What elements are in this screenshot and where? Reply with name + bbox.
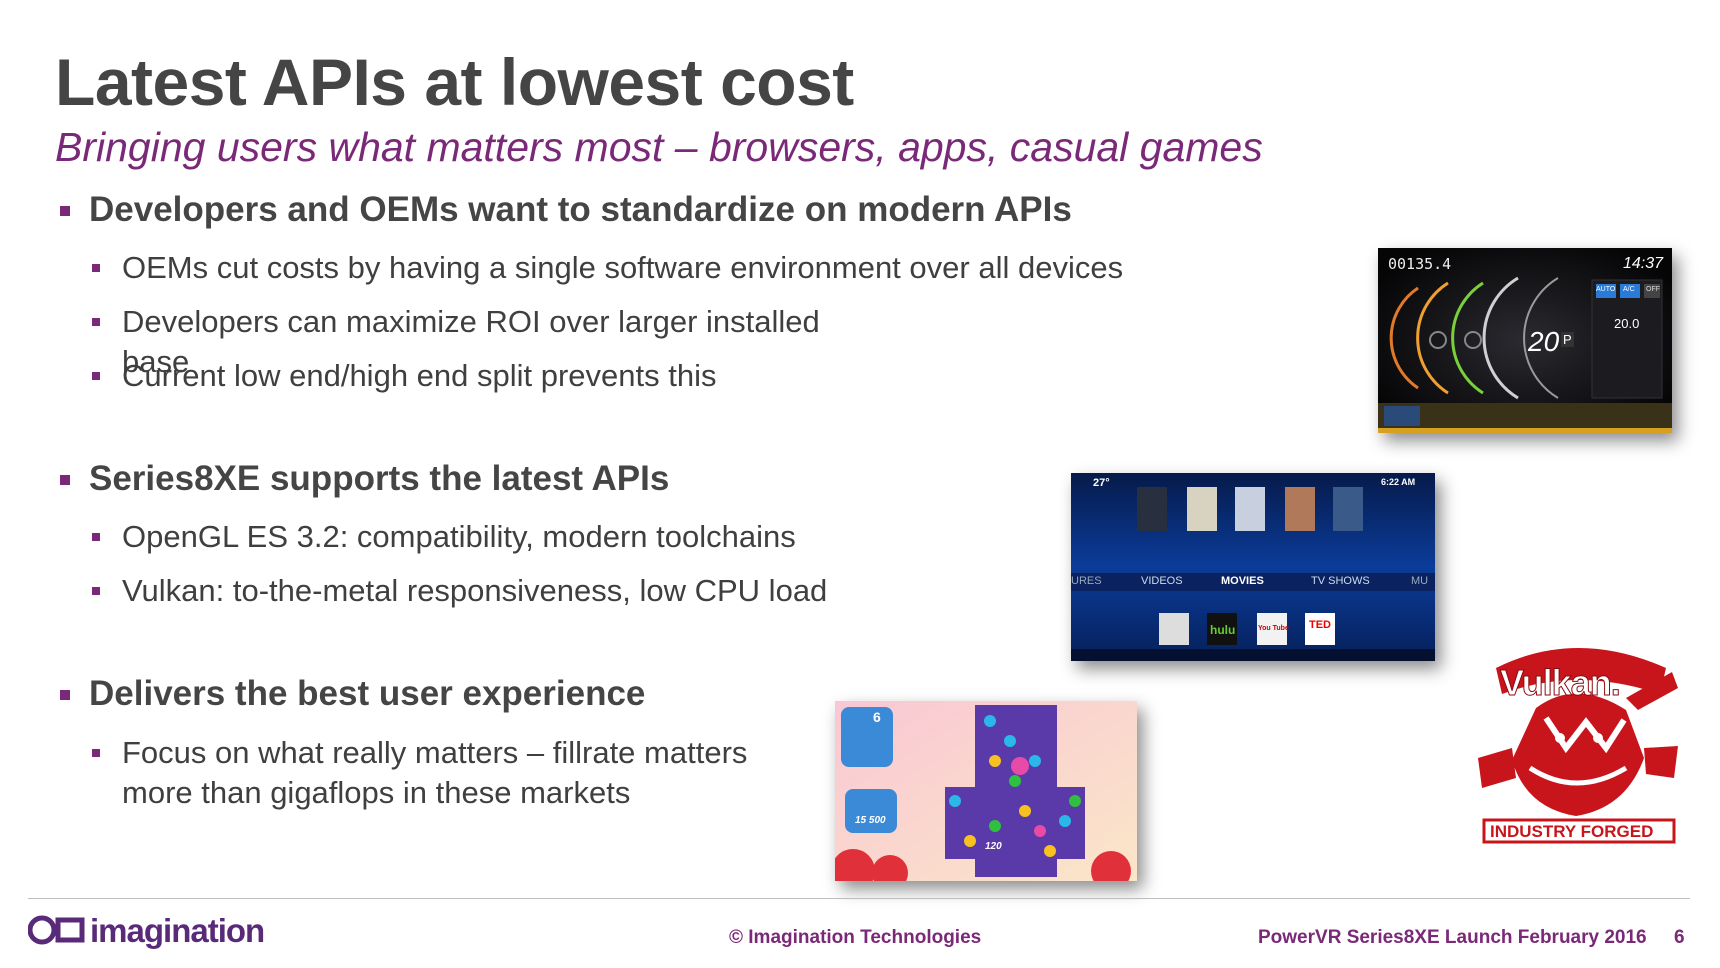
bullet-item: OpenGL ES 3.2: compatibility, modern too… [90,517,810,557]
bullet-square [92,264,100,272]
moves-counter: 6 [873,709,881,725]
media-center-graphic [1071,473,1435,661]
odometer: 00135.4 [1388,255,1452,273]
imagination-logo-icon [28,915,85,945]
media-temp: 27° [1093,477,1110,489]
bullet-item: Current low end/high end split prevents … [90,356,810,396]
bullet-square [92,749,100,757]
footer-event: PowerVR Series8XE Launch February 2016 [1258,927,1647,948]
bullet-square [60,206,70,216]
dashboard-gauges-graphic [1378,248,1672,433]
game-score: 15 500 [855,815,886,826]
gear-indicator: P [1561,332,1574,347]
youtube-app-tile: You Tube [1258,625,1289,632]
bullet-square [92,372,100,380]
hulu-app-tile: hulu [1210,623,1236,637]
media-menu-item: URES [1071,575,1102,587]
media-menu-item: MU [1411,575,1429,587]
bullet-square [60,690,70,700]
casual-game-image: 6 15 500 120 [835,701,1137,881]
bullet-square [60,475,70,485]
footer-copyright: © Imagination Technologies [729,927,982,948]
bullet-item: Vulkan: to-the-metal responsiveness, low… [90,571,827,611]
vulkan-mascot-icon [1478,648,1678,844]
media-menu-item: VIDEOS [1141,575,1183,587]
auto-button-label: AUTO [1596,286,1616,293]
game-board-graphic [835,701,1137,881]
ac-button-label: A/C [1623,286,1635,293]
speed-readout: 20 [1528,326,1560,357]
media-clock: 6:22 AM [1381,477,1416,487]
off-button-label: OFF [1646,286,1660,293]
footer-divider [28,898,1690,899]
bullet-square [92,533,100,541]
slide-subtitle: Bringing users what matters most – brows… [55,124,1263,170]
dashboard-clock: 14:37 [1623,255,1664,272]
ted-app-tile: TED [1309,619,1331,631]
bullet-item: Developers can maximize ROI over larger … [90,302,820,382]
vulkan-wordmark: Vulkan. [1500,662,1622,704]
media-menu-item: TV SHOWS [1311,575,1370,587]
media-menu-item: MOVIES [1221,575,1264,587]
points-popup: 120 [985,841,1002,852]
bullet-heading-3: Delivers the best user experience [56,674,645,714]
car-dashboard-image: 00135.4 14:37 20 P 20.0 AUTO A/C OFF [1378,248,1672,433]
bullet-item: OEMs cut costs by having a single softwa… [90,248,1190,288]
slide-title: Latest APIs at lowest cost [55,45,854,119]
vulkan-tagline: INDUSTRY FORGED [1490,822,1654,841]
climate-temp: 20.0 [1614,316,1640,331]
vulkan-logo: Vulkan. INDUSTRY FORGED [1476,638,1682,848]
bullet-square [92,587,100,595]
media-center-image: 27° 6:22 AM URES VIDEOS MOVIES TV SHOWS … [1071,473,1435,661]
bullet-heading-2: Series8XE supports the latest APIs [56,459,669,499]
bullet-heading-1: Developers and OEMs want to standardize … [56,190,1072,230]
imagination-logo-text: imagination [90,912,265,949]
bullet-item: Focus on what really matters – fillrate … [90,733,780,813]
bullet-square [92,318,100,326]
page-number: 6 [1674,927,1685,948]
imagination-logo: imagination [28,910,268,956]
